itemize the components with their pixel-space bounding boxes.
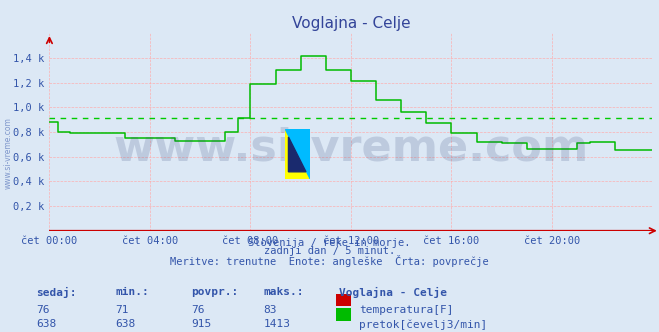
Text: Voglajna - Celje: Voglajna - Celje <box>339 287 447 298</box>
Text: 915: 915 <box>191 319 212 329</box>
Text: 83: 83 <box>264 305 277 315</box>
Text: 71: 71 <box>115 305 129 315</box>
Polygon shape <box>285 129 310 179</box>
Text: Meritve: trenutne  Enote: angleške  Črta: povprečje: Meritve: trenutne Enote: angleške Črta: … <box>170 255 489 267</box>
Text: 76: 76 <box>191 305 204 315</box>
Polygon shape <box>285 129 310 179</box>
Text: maks.:: maks.: <box>264 287 304 297</box>
Text: pretok[čevelj3/min]: pretok[čevelj3/min] <box>359 319 488 330</box>
Text: sedaj:: sedaj: <box>36 287 76 298</box>
Text: 638: 638 <box>115 319 136 329</box>
Text: 638: 638 <box>36 319 57 329</box>
Title: Voglajna - Celje: Voglajna - Celje <box>291 16 411 31</box>
Text: zadnji dan / 5 minut.: zadnji dan / 5 minut. <box>264 246 395 256</box>
Text: Slovenija / reke in morje.: Slovenija / reke in morje. <box>248 238 411 248</box>
Text: 76: 76 <box>36 305 49 315</box>
Text: povpr.:: povpr.: <box>191 287 239 297</box>
Text: www.si-vreme.com: www.si-vreme.com <box>4 117 13 189</box>
Text: 1413: 1413 <box>264 319 291 329</box>
Text: min.:: min.: <box>115 287 149 297</box>
Text: www.si-vreme.com: www.si-vreme.com <box>113 126 588 169</box>
Polygon shape <box>289 137 306 172</box>
Text: temperatura[F]: temperatura[F] <box>359 305 453 315</box>
